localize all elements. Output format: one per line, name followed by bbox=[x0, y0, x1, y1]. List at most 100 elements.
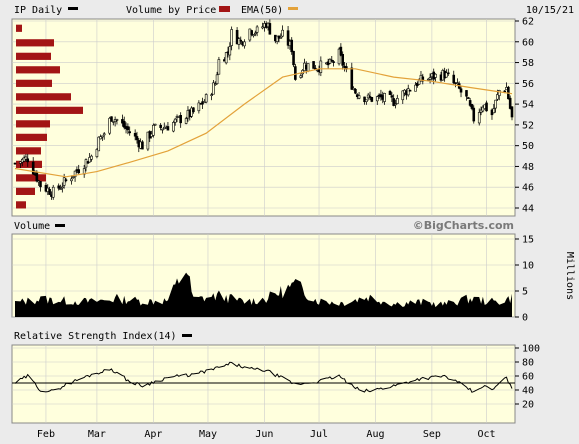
price-tick-label: 62 bbox=[522, 17, 534, 28]
candle-body bbox=[401, 90, 405, 101]
volume-legend-swatch bbox=[55, 224, 65, 227]
candle-body bbox=[95, 149, 99, 158]
vbp-bar bbox=[16, 106, 83, 114]
candle-body bbox=[299, 75, 303, 78]
price-tick-label: 52 bbox=[522, 120, 534, 131]
candle-body bbox=[470, 104, 474, 109]
candle-body bbox=[51, 186, 55, 198]
candle-body bbox=[70, 178, 73, 182]
candle-body bbox=[286, 30, 290, 46]
x-tick-label: Mar bbox=[88, 429, 106, 440]
price-tick-label: 56 bbox=[522, 79, 534, 90]
candle-body bbox=[61, 186, 64, 189]
candle-body bbox=[452, 74, 456, 84]
candle-body bbox=[485, 102, 488, 112]
candle-body bbox=[122, 120, 126, 128]
candle-body bbox=[456, 82, 459, 84]
candle-body bbox=[459, 88, 463, 93]
candle-body bbox=[481, 106, 485, 112]
candle-body bbox=[213, 83, 217, 86]
x-axis: Feb Mar Apr May Jun Jul Aug Sep Oct bbox=[37, 429, 496, 440]
vbp-bar bbox=[16, 120, 50, 128]
price-axis: 44 46 48 50 52 54 56 58 60 62 bbox=[515, 17, 534, 215]
vbp-bar bbox=[16, 79, 52, 87]
candle-body bbox=[408, 89, 412, 92]
candle-body bbox=[388, 90, 392, 95]
rsi-tick-label: 40 bbox=[522, 386, 534, 397]
candle-body bbox=[255, 26, 259, 33]
price-tick-label: 46 bbox=[522, 183, 534, 194]
ema-line bbox=[14, 68, 513, 178]
x-tick-label: Jun bbox=[255, 429, 273, 440]
candle-body bbox=[350, 67, 354, 90]
candle-body bbox=[108, 117, 111, 134]
price-tick-label: 44 bbox=[522, 204, 534, 215]
candle-body bbox=[337, 48, 341, 65]
candle-body bbox=[184, 118, 188, 124]
candle-body bbox=[239, 39, 243, 42]
candle-body bbox=[90, 155, 93, 160]
candle-body bbox=[496, 94, 499, 100]
candle-body bbox=[159, 124, 162, 128]
candle-body bbox=[179, 115, 182, 124]
volume-tick-label: 10 bbox=[522, 261, 534, 272]
candle-body bbox=[365, 99, 368, 103]
vbp-bar bbox=[16, 174, 46, 182]
candle-body bbox=[357, 95, 361, 99]
volume-area bbox=[15, 272, 512, 317]
candle-body bbox=[224, 52, 228, 64]
candle-body bbox=[406, 88, 410, 96]
candle-body bbox=[73, 170, 77, 178]
candle-body bbox=[57, 185, 60, 189]
volume-axis: 0 5 10 15 bbox=[515, 235, 534, 324]
candle-body bbox=[19, 161, 22, 164]
chart-date: 10/15/21 bbox=[526, 5, 574, 16]
rsi-panel bbox=[11, 344, 516, 424]
candle-body bbox=[292, 50, 295, 66]
vbp-bar bbox=[16, 147, 41, 155]
candle-body bbox=[254, 32, 257, 35]
candle-body bbox=[375, 96, 379, 102]
vbp-bar bbox=[16, 39, 54, 47]
candle-body bbox=[252, 34, 255, 37]
candle-body bbox=[339, 46, 343, 56]
candle-body bbox=[319, 60, 323, 73]
watermark: ©BigCharts.com bbox=[413, 219, 514, 232]
price-tick-label: 58 bbox=[522, 58, 534, 69]
candle-body bbox=[290, 39, 294, 53]
candle-body bbox=[48, 188, 51, 195]
x-tick-label: May bbox=[199, 429, 217, 440]
candle-body bbox=[215, 74, 219, 84]
candle-body bbox=[281, 29, 284, 37]
symbol-label: IP Daily bbox=[14, 5, 62, 16]
candle-body bbox=[152, 124, 155, 136]
candle-body bbox=[312, 61, 315, 69]
candle-body bbox=[135, 136, 139, 141]
candlesticks bbox=[13, 19, 514, 200]
candle-body bbox=[62, 177, 66, 186]
candle-body bbox=[128, 131, 131, 134]
symbol-legend-swatch bbox=[68, 7, 78, 10]
candle-body bbox=[166, 126, 170, 131]
volume-unit-label: Millions bbox=[564, 252, 575, 300]
candle-body bbox=[153, 123, 157, 126]
candle-body bbox=[146, 131, 150, 150]
x-tick-label: Aug bbox=[366, 429, 384, 440]
candle-body bbox=[421, 76, 425, 82]
vbp-bar bbox=[16, 160, 42, 168]
candle-body bbox=[35, 172, 39, 182]
candle-body bbox=[434, 73, 437, 78]
volume-label: Volume bbox=[14, 221, 50, 232]
rsi-tick-label: 60 bbox=[522, 372, 534, 383]
candle-body bbox=[172, 122, 175, 132]
vbp-bar bbox=[16, 187, 35, 195]
candle-body bbox=[492, 108, 496, 114]
candle-body bbox=[494, 99, 497, 109]
candle-body bbox=[445, 72, 448, 78]
candle-body bbox=[24, 156, 28, 160]
candle-body bbox=[235, 29, 239, 45]
candle-body bbox=[390, 95, 394, 98]
candle-body bbox=[396, 98, 399, 105]
candle-body bbox=[446, 72, 450, 75]
